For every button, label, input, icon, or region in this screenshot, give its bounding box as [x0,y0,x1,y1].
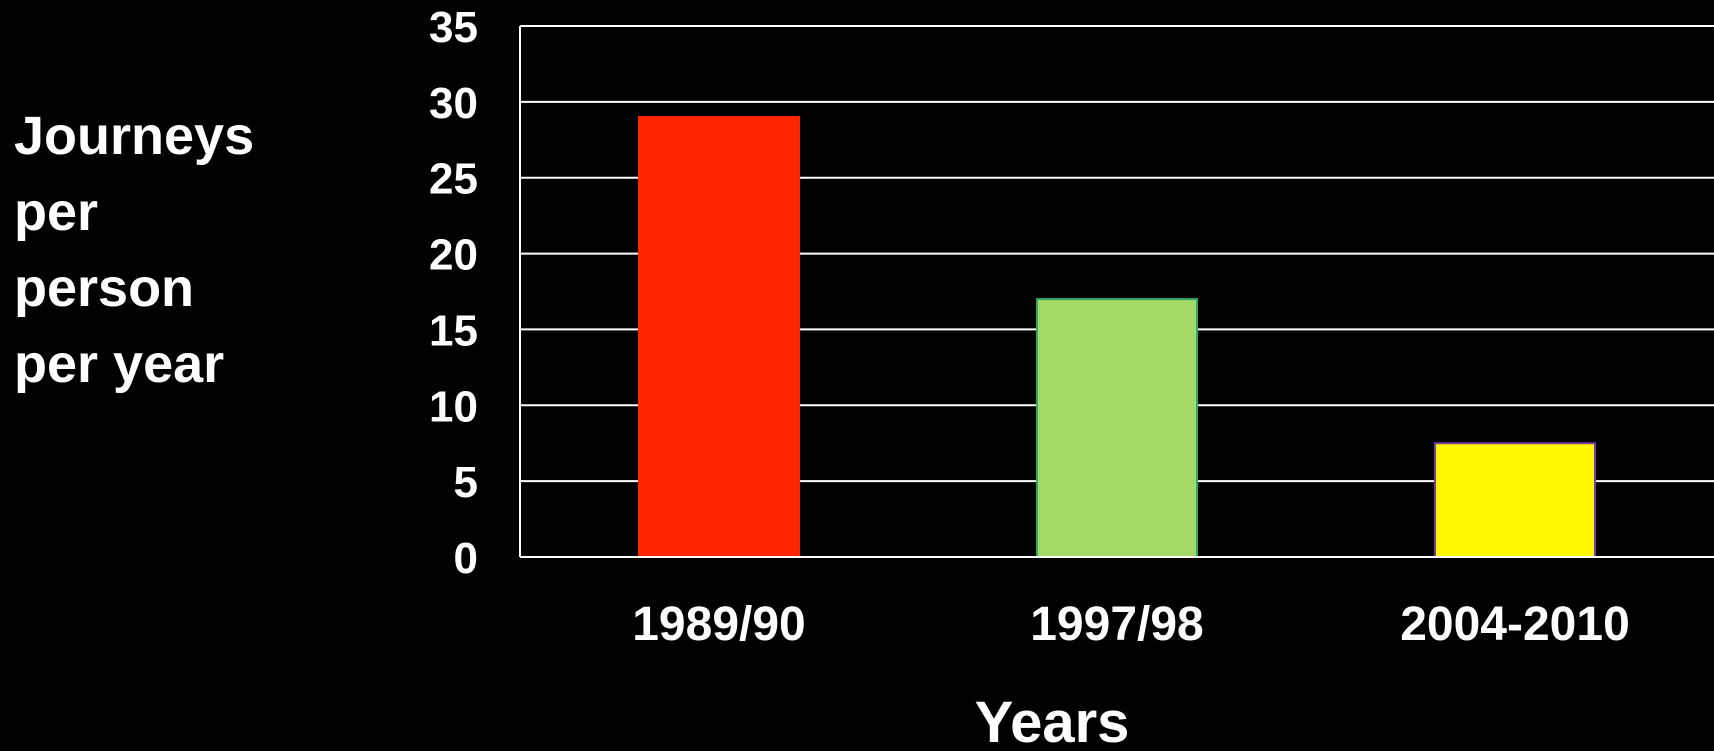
y-tick-label: 35 [429,3,478,52]
x-tick-label: 1997/98 [1030,598,1204,651]
y-axis-label-line: Journeys [14,106,255,166]
bar [1036,298,1198,558]
y-tick-label: 10 [429,382,478,431]
y-axis-label-line: per year [14,334,225,394]
y-tick-label: 15 [429,306,478,355]
x-tick-label: 1989/90 [632,598,806,651]
y-tick-label: 30 [429,79,478,128]
y-axis-label: Journeys per person per year [14,98,314,402]
y-tick-label: 0 [454,534,478,583]
y-tick-label: 25 [429,155,478,204]
bar [638,116,800,559]
y-axis-label-line: person [14,258,195,318]
bar [1434,442,1596,559]
x-axis-label: Years [975,690,1130,751]
x-tick-label: 2004-2010 [1400,598,1630,651]
y-tick-label: 20 [429,231,478,280]
y-tick-label: 5 [454,458,478,507]
y-axis-label-line: per [14,182,99,242]
